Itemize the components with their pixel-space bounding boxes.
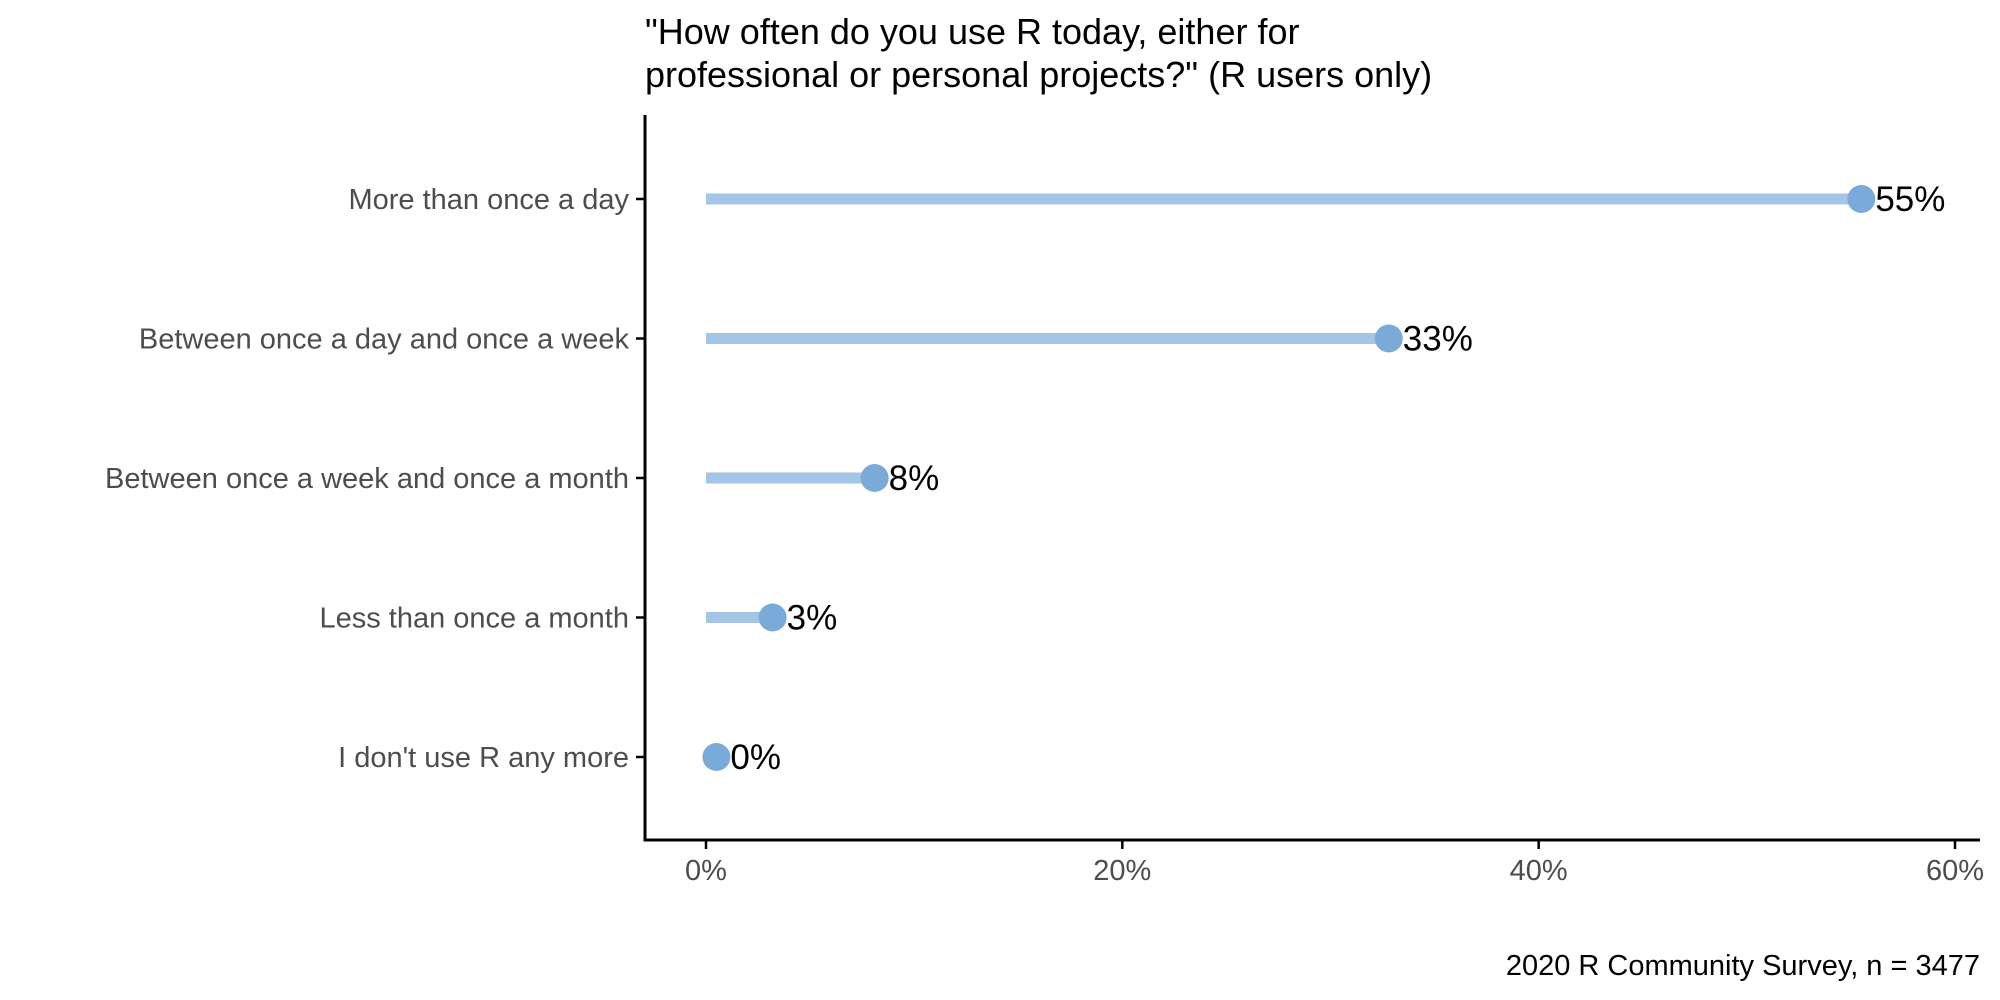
value-label: 8% — [889, 459, 940, 498]
value-label: 0% — [730, 738, 781, 777]
plot-area: 0% 20% 40% 60% More than once a day 55% Betwee… — [105, 115, 1984, 887]
value-label: 3% — [787, 599, 838, 638]
x-tick-label: 60% — [1926, 855, 1984, 887]
lollipop-point — [860, 464, 889, 492]
lollipop-point — [1374, 324, 1403, 353]
value-label: 33% — [1403, 320, 1473, 359]
value-label: 55% — [1875, 180, 1945, 219]
chart-title-line-2: professional or personal projects?" (R u… — [645, 54, 1432, 95]
category-label: Between once a week and once a month — [105, 463, 629, 495]
lollipop-point — [1847, 185, 1876, 213]
chart-title: "How often do you use R today, either fo… — [645, 11, 1432, 95]
x-tick-label: 0% — [685, 855, 727, 887]
lollipop-point — [758, 603, 787, 632]
x-tick-label: 40% — [1510, 855, 1568, 887]
category-label: Between once a day and once a week — [139, 324, 630, 356]
category-label: Less than once a month — [319, 603, 629, 635]
x-tick-label: 20% — [1093, 855, 1151, 887]
category-label: More than once a day — [348, 184, 629, 216]
category-label: I don't use R any more — [338, 742, 629, 774]
chart-title-line-1: "How often do you use R today, either fo… — [645, 11, 1299, 52]
lollipop-point — [702, 743, 731, 771]
chart-caption: 2020 R Community Survey, n = 3477 — [1506, 950, 1980, 982]
